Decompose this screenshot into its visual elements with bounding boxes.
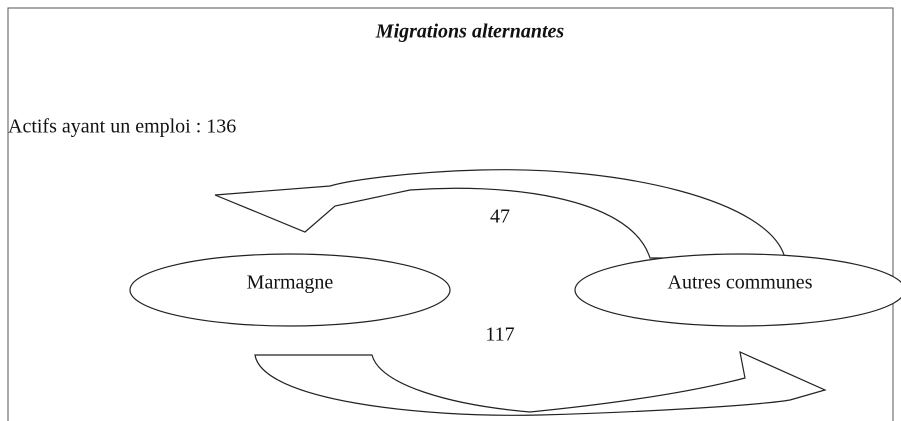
frame: [7, 7, 894, 421]
flow-label: 47: [490, 206, 510, 228]
flow-arrow-bottom: [254, 350, 827, 416]
title: Migrations alternantes: [375, 21, 565, 43]
node-label: Marmagne: [247, 272, 334, 294]
flow-label: 117: [485, 324, 514, 346]
node-ellipse: [574, 253, 901, 327]
summary: Actifs ayant un emploi : 136: [8, 116, 236, 138]
node-ellipse: [129, 253, 451, 327]
flow-arrow-top: [214, 169, 786, 259]
node-label: Autres communes: [668, 272, 813, 294]
